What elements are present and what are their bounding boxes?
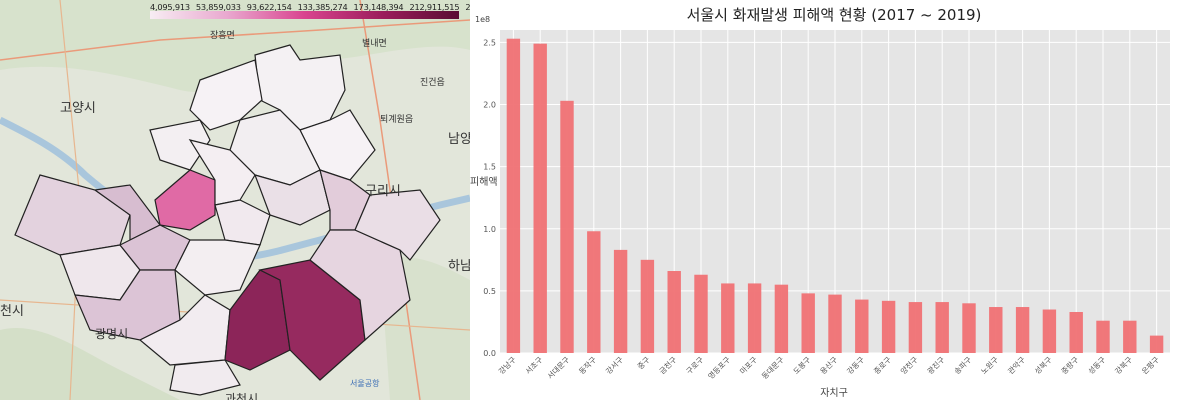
x-tick-label: 관악구 (1005, 354, 1027, 376)
x-tick-label: 강남구 (496, 354, 518, 376)
bar-동대문구 (774, 284, 789, 353)
x-tick-label: 서초구 (524, 355, 545, 376)
y-tick-label: 0.5 (483, 287, 496, 296)
bar-강북구 (1123, 320, 1137, 353)
bar-chart: 서울시 화재발생 피해액 현황 (2017 ~ 2019) 0.0 0.5 1.0 1… (470, 6, 1170, 399)
x-tick-label: 양천구 (898, 354, 920, 376)
map-label-seoul-airport: 서울공항 (350, 379, 380, 388)
y-axis-label: 피해액 (470, 175, 498, 188)
bar-강서구 (613, 249, 628, 353)
bar-마포구 (747, 283, 762, 353)
bar-관악구 (1015, 307, 1030, 353)
bar-중랑구 (1069, 312, 1083, 353)
bar-중구 (640, 259, 655, 353)
bar-성동구 (1096, 320, 1110, 353)
bar-도봉구 (801, 293, 815, 353)
y-tick-label: 1.5 (483, 163, 496, 172)
x-tick-label: 송파구 (952, 355, 973, 376)
legend-tick: 252,674 (465, 2, 470, 12)
bar-강동구 (855, 299, 869, 353)
x-tick-label: 강북구 (1113, 354, 1135, 376)
x-tick-label: 중랑구 (1060, 355, 1081, 376)
bar-노원구 (989, 307, 1003, 353)
legend-tick: 93,622,154 (246, 2, 292, 12)
x-tick-label: 동대문구 (760, 355, 786, 381)
map-label-hanam: 하남 (448, 259, 470, 274)
map-canvas (0, 0, 470, 400)
x-tick-label: 마포구 (738, 355, 759, 376)
choropleth-map[interactable]: 4,095,913 53,859,033 93,622,154 133,385,274… (0, 0, 470, 400)
y-tick-label: 2.5 (483, 38, 496, 47)
x-axis-label: 자치구 (820, 387, 848, 399)
x-tick-label: 성북구 (1033, 355, 1054, 376)
map-label-namyang: 남양 (448, 132, 470, 147)
y-tick-label: 1.0 (483, 225, 496, 234)
map-label-guri: 구리시 (365, 184, 401, 199)
x-tick-label: 구로구 (684, 355, 705, 376)
chart-title: 서울시 화재발생 피해액 현황 (2017 ~ 2019) (687, 6, 982, 24)
x-tick-label: 성동구 (1086, 355, 1107, 376)
bar-서대문구 (560, 100, 574, 353)
map-label-jingeon: 진건읍 (420, 78, 445, 88)
bar-영등포구 (721, 283, 735, 353)
x-tick-label: 광진구 (925, 354, 947, 376)
legend-tick: 212,911,515 (409, 2, 460, 12)
legend-tick: 4,095,913 (150, 2, 190, 12)
x-tick-label: 금천구 (657, 354, 679, 376)
x-tick-label: 종로구 (872, 355, 893, 376)
map-label-byeollae: 별내면 (362, 39, 387, 49)
map-label-janghung: 장흥면 (210, 31, 235, 41)
map-label-bucheon: 천시 (0, 304, 24, 319)
map-label-toegyewon: 퇴계원읍 (380, 115, 414, 125)
bar-성북구 (1042, 309, 1057, 353)
x-tick-label: 서대문구 (546, 355, 572, 381)
legend-tick: 173,148,394 (353, 2, 404, 12)
x-tick-label: 영등포구 (706, 354, 733, 381)
y-tick-label: 2.0 (483, 101, 496, 110)
x-tick-label: 용산구 (818, 354, 840, 376)
bar-용산구 (828, 294, 842, 353)
x-tick-label: 동작구 (577, 354, 599, 376)
bar-광진구 (935, 302, 949, 353)
x-tick-label: 노원구 (979, 355, 1000, 376)
bar-은평구 (1149, 335, 1164, 353)
legend-tick: 53,859,033 (195, 2, 241, 12)
bar-서초구 (533, 43, 547, 354)
map-label-gwangmyeong: 광명시 (95, 327, 129, 341)
map-label-gwacheon: 과천시 (225, 392, 259, 400)
x-tick-label: 강서구 (603, 354, 625, 376)
bar-금천구 (667, 271, 681, 353)
map-label-goyang: 고양시 (60, 101, 96, 116)
map-legend-colorbar (150, 11, 459, 19)
bar-동작구 (587, 231, 601, 353)
x-tick-label: 강동구 (845, 354, 867, 376)
y-scale-label: 1e8 (475, 15, 490, 24)
map-legend-ticks: 4,095,913 53,859,033 93,622,154 133,385,274… (150, 2, 470, 12)
x-tick-label: 은평구 (1139, 354, 1161, 376)
x-tick-label: 도봉구 (792, 355, 813, 376)
y-tick-label: 0.0 (483, 349, 496, 358)
x-tick-label: 중구 (636, 355, 652, 371)
bar-양천구 (908, 302, 923, 353)
bar-구로구 (694, 274, 708, 353)
bar-송파구 (962, 303, 976, 353)
legend-tick: 133,385,274 (297, 2, 348, 12)
bar-chart-panel: 서울시 화재발생 피해액 현황 (2017 ~ 2019) 0.0 0.5 1.0 1… (470, 0, 1178, 400)
bar-종로구 (881, 300, 896, 353)
bar-강남구 (506, 38, 521, 353)
